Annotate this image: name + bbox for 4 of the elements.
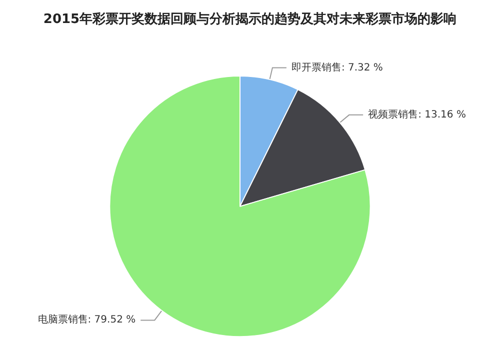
chart-title: 2015年彩票开奖数据回顾与分析揭示的趋势及其对未来彩票市场的影响 <box>43 11 457 27</box>
slice-label: 电脑票销售: 79.52 % <box>38 314 136 326</box>
slice-label: 即开票销售: 7.32 % <box>291 61 383 74</box>
slice-label: 视频票销售: 13.16 % <box>368 108 466 120</box>
